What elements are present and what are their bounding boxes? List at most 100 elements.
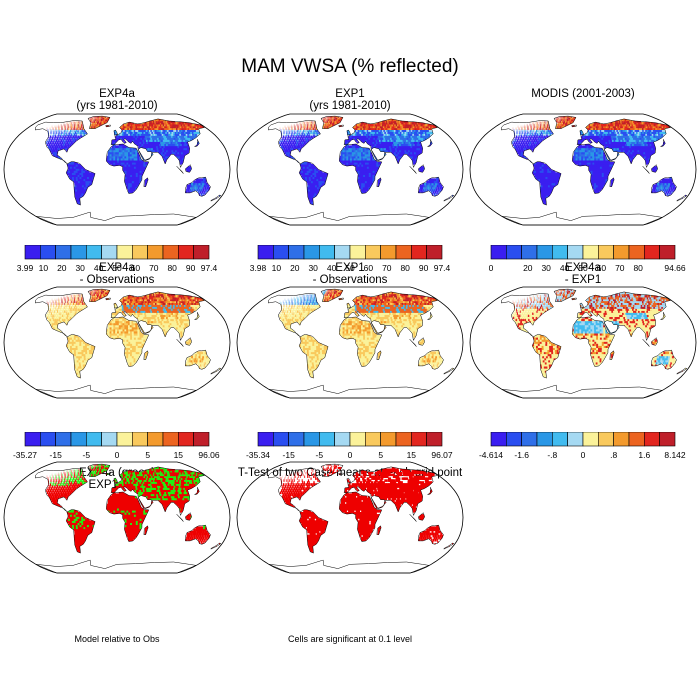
- colorbar-swatch: [55, 432, 72, 447]
- colorbar-exp4a-exp1: -4.614 -1.6 -.8 0 .8 1.6 8.142: [479, 432, 686, 460]
- colorbar-swatch: [39, 245, 56, 260]
- panel-title-line: - Observations: [79, 274, 155, 286]
- panel-title-exp4a-obs: EXP4a - Observations: [17, 262, 217, 286]
- colorbar-swatch: [426, 245, 443, 260]
- colorbar-tick-label: 20: [290, 263, 300, 273]
- colorbar-tick-label: -1.6: [514, 450, 529, 460]
- colorbar-tick-label: -.8: [547, 450, 557, 460]
- panel-title-modis: MODIS (2001-2003): [483, 88, 683, 100]
- colorbar-swatch: [644, 245, 660, 260]
- coastline: [35, 463, 222, 574]
- colorbar-swatch: [411, 245, 427, 260]
- colorbar-tick-label: 0: [348, 450, 353, 460]
- colorbar-swatch: [334, 432, 351, 447]
- colorbar-swatch: [162, 245, 179, 260]
- colorbar-tick-label: 8.142: [664, 450, 686, 460]
- map-data-cells: [279, 289, 454, 379]
- colorbar-swatch: [490, 245, 507, 260]
- colorbar-tick-label: 5: [145, 450, 150, 460]
- colorbar-tick-label: 0: [115, 450, 120, 460]
- colorbar-swatch: [552, 245, 568, 260]
- colorbar-swatch: [101, 245, 118, 260]
- colorbar-swatch: [303, 432, 320, 447]
- colorbar-tick-label: 80: [400, 263, 410, 273]
- colorbar-swatch: [319, 432, 335, 447]
- colorbar-swatch: [303, 245, 320, 260]
- colorbar-tick-label: 10: [39, 263, 49, 273]
- colorbar-swatch: [132, 432, 148, 447]
- colorbar-tick-label: 70: [382, 263, 392, 273]
- colorbar-tick-label: 30: [308, 263, 318, 273]
- colorbar-swatch: [411, 432, 427, 447]
- colorbar-swatch: [644, 432, 660, 447]
- colorbar-tick-label: 60: [597, 263, 607, 273]
- colorbar-swatch: [193, 432, 210, 447]
- colorbar-swatch: [490, 432, 507, 447]
- colorbar-swatch: [552, 432, 568, 447]
- colorbar-swatch: [39, 432, 56, 447]
- figure-title: MAM VWSA (% reflected): [241, 56, 459, 77]
- map-modis: [469, 113, 697, 226]
- colorbar-swatch: [598, 245, 614, 260]
- colorbar-tick-label: 20: [523, 263, 533, 273]
- panel-title-exp1-obs: EXP1- Observations: [250, 262, 450, 286]
- colorbar-tick-label: 80: [633, 263, 643, 273]
- colorbar-swatch: [132, 245, 148, 260]
- colorbar-tick-label: -35.27: [13, 450, 37, 460]
- colorbar-tick-label: 80: [167, 263, 177, 273]
- colorbar-tick-label: 30: [541, 263, 551, 273]
- colorbar-tick-label: 15: [174, 450, 184, 460]
- colorbar-swatch: [147, 432, 164, 447]
- colorbar-swatch: [24, 245, 41, 260]
- panel-title-line: EXP4a: [99, 88, 135, 100]
- map-data-cells: [512, 289, 687, 379]
- coastline: [501, 288, 688, 399]
- map-outline: [3, 461, 231, 574]
- colorbar-swatch: [380, 245, 397, 260]
- panel-title-line: EXP4a: [565, 262, 601, 274]
- colorbar-swatch: [116, 245, 133, 260]
- colorbar-tick-label: 50: [112, 263, 122, 273]
- colorbar-swatch: [257, 245, 274, 260]
- panel-title-exp1: EXP1 (yrs 1981-2010): [250, 88, 450, 112]
- panel-title-line: EXP4a: [99, 262, 135, 274]
- map-data-cells: [46, 289, 221, 379]
- colorbar-tick-label: 94.66: [664, 263, 686, 273]
- map-outline: [3, 113, 231, 226]
- colorbar-swatch: [365, 245, 381, 260]
- colorbar-tick-label: -4.614: [479, 450, 503, 460]
- colorbar-swatch: [86, 245, 102, 260]
- colorbar-swatch: [628, 432, 645, 447]
- panel-title-line: EXP1: [335, 262, 365, 274]
- colorbar-tick-label: -35.34: [246, 450, 270, 460]
- map-exp4a-obs: [3, 286, 231, 399]
- map-data-cells: [512, 116, 687, 206]
- map-green-red: [3, 461, 231, 574]
- map-exp1-obs: [236, 286, 464, 399]
- colorbar-swatch: [334, 245, 351, 260]
- colorbar-swatch: [272, 432, 289, 447]
- colorbar-exp1: 3.98 10 20 30 40 50 60 70 80 90 97.4: [250, 245, 451, 273]
- colorbar-tick-label: 3.98: [250, 263, 267, 273]
- colorbar-tick-label: 15: [407, 450, 417, 460]
- colorbar-swatch: [24, 432, 41, 447]
- map-ttest: [236, 461, 464, 574]
- colorbar-tick-label: 70: [615, 263, 625, 273]
- map-data-cells: [46, 116, 221, 206]
- colorbar-swatch: [395, 245, 412, 260]
- colorbar-swatch: [598, 432, 614, 447]
- colorbar-tick-label: 40: [327, 263, 337, 273]
- map-exp1: [236, 113, 464, 226]
- colorbar-swatch: [257, 432, 274, 447]
- panel-title-line: (yrs 1981-2010): [309, 100, 391, 112]
- colorbar-tick-label: 1.6: [638, 450, 650, 460]
- coastline: [35, 115, 222, 226]
- colorbar-swatch: [567, 432, 584, 447]
- colorbar-tick-label: -5: [316, 450, 324, 460]
- colorbar-swatch: [70, 245, 87, 260]
- colorbar-swatch: [426, 432, 443, 447]
- panel-title-exp4a: EXP4a (yrs 1981-2010): [17, 88, 217, 112]
- colorbar-swatch: [272, 245, 289, 260]
- colorbar-swatch: [380, 432, 397, 447]
- colorbar-swatch: [628, 245, 645, 260]
